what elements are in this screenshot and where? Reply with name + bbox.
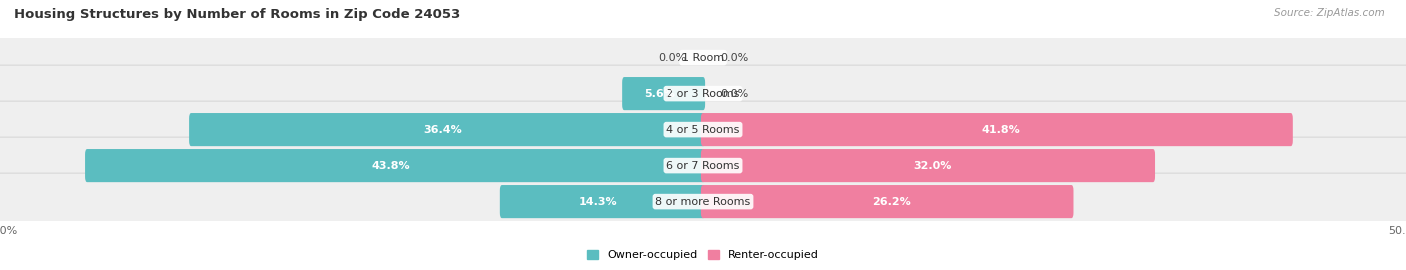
Legend: Owner-occupied, Renter-occupied: Owner-occupied, Renter-occupied (582, 245, 824, 264)
Text: Housing Structures by Number of Rooms in Zip Code 24053: Housing Structures by Number of Rooms in… (14, 8, 460, 21)
Text: Source: ZipAtlas.com: Source: ZipAtlas.com (1274, 8, 1385, 18)
Text: 8 or more Rooms: 8 or more Rooms (655, 197, 751, 207)
FancyBboxPatch shape (188, 113, 704, 146)
FancyBboxPatch shape (621, 77, 706, 110)
Text: 32.0%: 32.0% (912, 161, 952, 171)
FancyBboxPatch shape (0, 137, 1406, 194)
Text: 1 Room: 1 Room (682, 53, 724, 63)
FancyBboxPatch shape (0, 173, 1406, 230)
FancyBboxPatch shape (0, 65, 1406, 122)
Text: 4 or 5 Rooms: 4 or 5 Rooms (666, 124, 740, 135)
Text: 14.3%: 14.3% (579, 197, 617, 207)
FancyBboxPatch shape (700, 149, 1156, 182)
Text: 0.0%: 0.0% (720, 53, 748, 63)
FancyBboxPatch shape (0, 101, 1406, 158)
FancyBboxPatch shape (501, 185, 706, 218)
Text: 43.8%: 43.8% (371, 161, 411, 171)
Text: 2 or 3 Rooms: 2 or 3 Rooms (666, 89, 740, 99)
Text: 5.6%: 5.6% (644, 89, 675, 99)
FancyBboxPatch shape (700, 185, 1074, 218)
Text: 6 or 7 Rooms: 6 or 7 Rooms (666, 161, 740, 171)
FancyBboxPatch shape (700, 113, 1294, 146)
Text: 26.2%: 26.2% (872, 197, 911, 207)
FancyBboxPatch shape (84, 149, 704, 182)
Text: 41.8%: 41.8% (981, 124, 1021, 135)
Text: 36.4%: 36.4% (423, 124, 463, 135)
Text: 0.0%: 0.0% (658, 53, 686, 63)
Text: 0.0%: 0.0% (720, 89, 748, 99)
FancyBboxPatch shape (0, 29, 1406, 86)
